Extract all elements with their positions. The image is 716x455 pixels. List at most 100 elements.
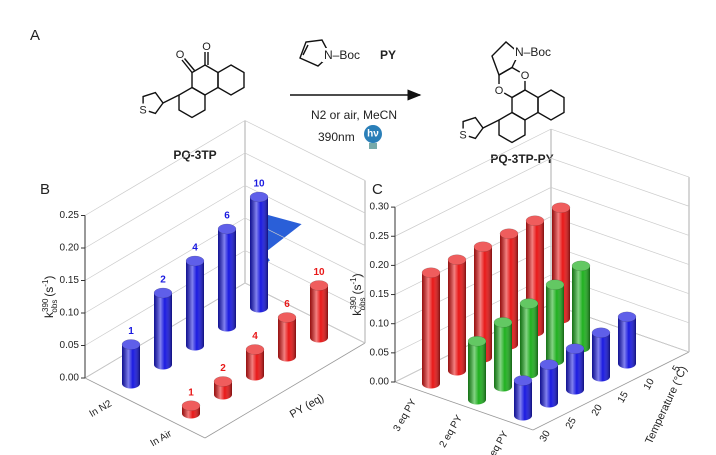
bar-shade: [546, 284, 564, 366]
y-axis-title-part: obs: [50, 300, 59, 313]
y-axis-title-part: ): [42, 276, 56, 280]
bond: [162, 94, 180, 104]
grid-line: [84, 217, 366, 314]
bar-top-highlight: [520, 298, 538, 309]
row-label: 2 eq PY: [438, 413, 465, 450]
bar-top: [493, 317, 513, 328]
bond: [181, 59, 193, 73]
x-tick-label: 5: [671, 363, 684, 374]
bar-shade: [246, 349, 264, 381]
y-axis-title-part: ): [350, 273, 364, 277]
bar-top-highlight: [468, 336, 486, 347]
benzene-ring: [498, 111, 526, 144]
row-label: In Air: [149, 428, 175, 449]
frame-edge: [532, 351, 690, 431]
y-axis-title-part: 390: [41, 298, 50, 312]
reagent-group: N–Boc: [324, 48, 360, 62]
y-axis-title-part: 390: [349, 296, 358, 310]
y-axis-title: k390obs (s-1): [41, 276, 59, 318]
panel-label: C: [372, 181, 383, 198]
pyrrolidine-ring: [491, 41, 520, 77]
bar-top: [473, 241, 493, 252]
x-tick-label: 30: [538, 428, 553, 444]
bar-top: [421, 267, 441, 278]
bar-top-highlight: [546, 279, 564, 290]
grid-line: [84, 185, 366, 281]
frame-edge: [204, 342, 366, 439]
bar-shade: [540, 364, 558, 408]
bar-top: [153, 287, 173, 299]
atom-label: S: [139, 104, 146, 116]
bar-top: [551, 202, 571, 213]
conditions: N2 or air, MeCN: [311, 108, 397, 122]
bar-top-highlight: [122, 339, 140, 350]
bar-shade: [592, 332, 610, 382]
label-bg: [322, 48, 334, 62]
atom-label: O: [495, 85, 504, 97]
bar-top: [181, 400, 201, 411]
atom-bg: [174, 48, 186, 60]
y-axis-title-part: k: [42, 311, 56, 318]
grid-line: [394, 245, 690, 325]
reactant-name: PQ-3TP: [173, 148, 216, 162]
benzene-ring: [537, 89, 565, 121]
bar-top: [519, 298, 539, 309]
y-axis-title-part: obs: [358, 297, 367, 310]
bar-top-highlight: [310, 280, 328, 291]
bar-shade: [572, 265, 590, 353]
product-name: PQ-3TP-PY: [490, 152, 553, 166]
bar-top: [277, 312, 297, 323]
bar-shade: [514, 380, 532, 421]
panel-label: A: [30, 27, 40, 44]
bar-top-highlight: [500, 228, 518, 239]
grid-line: [394, 187, 690, 266]
x-tick-label: 20: [590, 402, 605, 418]
bar-label: 2: [220, 363, 226, 374]
bar-top-highlight: [514, 375, 532, 386]
bar-top: [185, 255, 205, 267]
bar-label: 4: [252, 331, 258, 342]
grid-line: [84, 120, 366, 216]
bar-top-highlight: [552, 202, 570, 213]
bar-top: [217, 223, 237, 235]
bar-top-highlight: [182, 400, 200, 411]
y-tick-label: 0.20: [60, 243, 80, 254]
y-tick-label: 0.25: [60, 210, 80, 221]
bar-top-highlight: [494, 317, 512, 328]
bar-label: 6: [224, 211, 230, 222]
pyrroline-ring: [299, 39, 331, 67]
bar-top: [121, 339, 141, 350]
bar-top: [467, 335, 487, 347]
bar-top: [525, 215, 545, 226]
atom-bg: [137, 103, 150, 116]
bar-top: [213, 376, 233, 387]
atom-bg: [518, 69, 531, 81]
bond: [183, 58, 196, 71]
atom-label: S: [459, 129, 466, 141]
bar-shade: [310, 285, 328, 343]
bar-top-highlight: [448, 254, 466, 265]
bar-label: 10: [253, 179, 265, 190]
bar-shade: [494, 322, 512, 392]
bar-top-highlight: [540, 359, 558, 370]
bar-top: [513, 375, 533, 386]
y-tick-label: 0.15: [60, 275, 80, 286]
bar-label: 6: [284, 299, 290, 310]
label-bg: [514, 46, 526, 60]
y-axis-title-part: (s: [42, 287, 56, 297]
row-label: 3 eq PY: [392, 397, 419, 434]
bar-top: [617, 311, 637, 323]
product-group: N–Boc: [515, 45, 551, 59]
y-tick-label: 0.10: [370, 318, 390, 329]
reagent-name: PY: [380, 48, 396, 62]
double-bond: [302, 44, 309, 56]
bar-top-highlight: [526, 215, 544, 226]
bar-shade: [520, 303, 538, 379]
bar-top-highlight: [246, 344, 264, 355]
grid-line: [394, 216, 690, 295]
bar-shade: [448, 259, 466, 376]
bar-shade: [218, 229, 236, 332]
photon: hν: [367, 129, 379, 140]
bar-label: 1: [128, 326, 134, 337]
